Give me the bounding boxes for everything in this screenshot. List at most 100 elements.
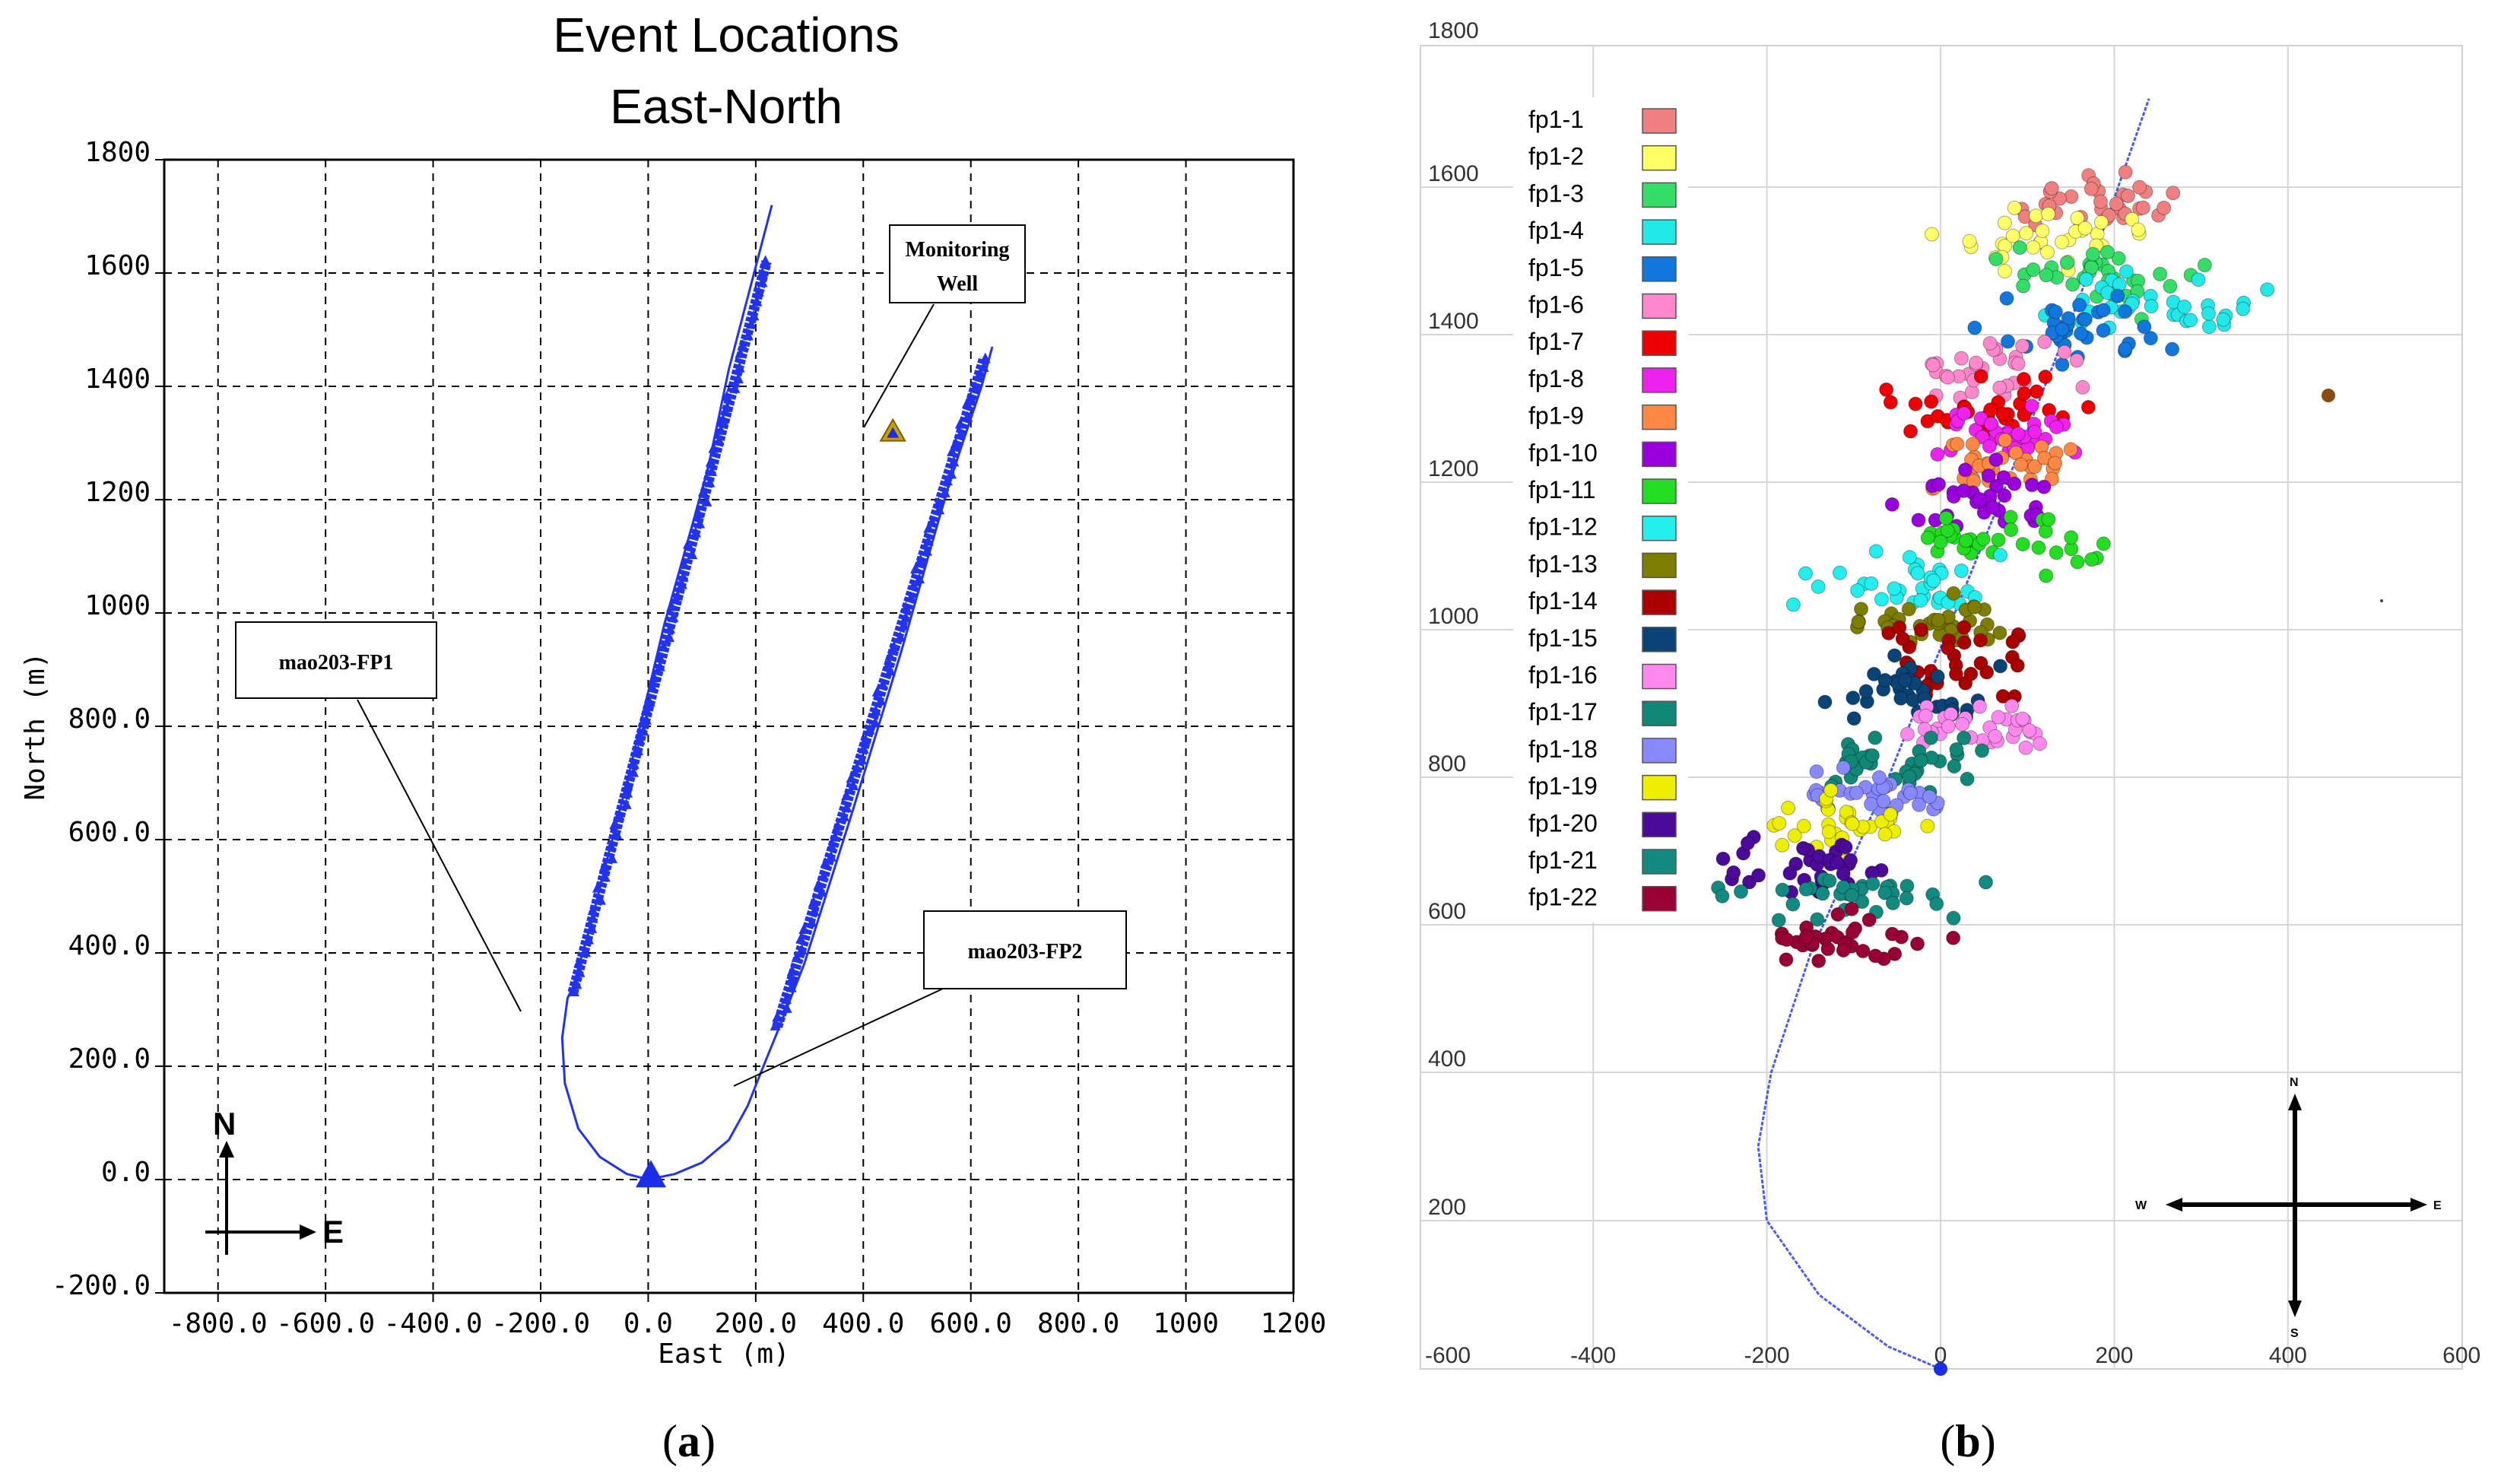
event-b-fp1-11-8 [1920, 530, 1935, 545]
event-b-fp1-5-29 [2118, 341, 2133, 357]
event-b-fp1-2-3 [2007, 200, 2022, 215]
event-b-fp1-19-32 [1883, 807, 1898, 822]
event-b-fp1-16-18 [2004, 698, 2020, 713]
event-b-fp1-5-16 [2048, 304, 2063, 319]
legend-b-swatch-fp1-2 [1642, 144, 1677, 171]
event-b-fp1-8-22 [1957, 406, 1972, 421]
event-a-mao203-FP1-6 [586, 922, 598, 933]
event-a-mao203-FP1-63 [743, 329, 754, 341]
event-b-fp1-15-23 [1846, 691, 1861, 706]
event-a-mao203-FP2-45 [906, 591, 917, 602]
event-a-mao203-FP2-70 [979, 352, 991, 364]
event-b-fp1-6-29 [1940, 370, 1955, 385]
event-b-fp1-16-32 [2033, 736, 2048, 751]
legend-b-label-fp1-11: fp1-11 [1528, 476, 1595, 503]
event-a-mao203-FP1-19 [622, 786, 633, 798]
x-tick-label-a-9: 1000 [1153, 1308, 1219, 1339]
legend-b-swatch-fp1-14 [1642, 589, 1677, 615]
event-b-fp1-11-3 [2015, 537, 2030, 552]
event-b-fp1-3-12 [2163, 278, 2178, 294]
event-b-fp1-10-28 [1931, 477, 1947, 492]
event-b-fp1-7-33 [2080, 399, 2096, 414]
event-b-fp1-21-25 [1899, 891, 1914, 906]
event-a-mao203-FP1-37 [666, 600, 678, 611]
event-a-mao203-FP1-68 [757, 276, 768, 287]
event-b-fp1-5-20 [2055, 357, 2070, 372]
event-b-fp1-7-17 [2016, 371, 2031, 386]
event-a-mao203-FP2-8 [796, 943, 808, 954]
event-a-mao203-FP1-39 [676, 578, 687, 589]
event-b-fp1-1-33 [2132, 179, 2147, 195]
event-b-fp1-12-11 [1798, 566, 1813, 581]
compass-b-east-head [2411, 1198, 2427, 1211]
event-b-fp1-2-4 [2028, 208, 2043, 224]
event-a-mao203-FP1-14 [605, 840, 617, 851]
event-b-fp1-10-33 [1884, 497, 1900, 512]
monitoring-label-line-1: Monitoring [906, 238, 1010, 262]
event-b-fp1-16-28 [1955, 716, 1970, 732]
event-b-fp1-9-14 [2063, 442, 2078, 457]
event-b-fp1-5-3 [2118, 304, 2133, 319]
event-b-fp1-5-24 [2061, 311, 2076, 326]
event-b-fp1-14-18 [1941, 640, 1956, 656]
event-b-fp1-6-32 [1925, 357, 1941, 373]
event-a-mao203-FP1-52 [708, 442, 719, 453]
event-b-fp1-12-20 [1785, 597, 1801, 612]
fp2-label: mao203-FP2 [968, 940, 1083, 964]
event-b-fp1-2-16 [2041, 206, 2056, 221]
event-b-fp1-4-24 [2236, 301, 2251, 316]
event-b-fp1-21-21 [1929, 896, 1944, 911]
x-tick-label-a-1: -600.0 [276, 1308, 375, 1339]
event-a-mao203-FP1-30 [649, 672, 660, 683]
event-a-mao203-FP1-66 [751, 295, 763, 306]
legend-b-swatch-fp1-10 [1642, 441, 1677, 468]
compass-b-north-head [2288, 1094, 2302, 1110]
event-a-mao203-FP2-10 [798, 923, 810, 935]
chart-a-grid [164, 160, 1293, 1293]
event-a-mao203-FP1-54 [715, 424, 726, 435]
event-a-mao203-FP2-56 [939, 486, 951, 497]
legend-b-label-fp1-13: fp1-13 [1528, 550, 1598, 577]
event-b-fp1-22-24 [1779, 932, 1795, 947]
legend-b-swatch-fp1-11 [1642, 478, 1677, 504]
event-b-fp1-3-28 [1988, 252, 2004, 267]
event-b-fp1-17-24 [1947, 759, 1962, 774]
y-tick-label-a-8: 1400 [84, 364, 151, 395]
event-b-fp1-13-26 [1967, 599, 1982, 614]
event-a-mao203-FP2-31 [864, 723, 875, 735]
event-b-fp1-16-15 [1944, 707, 1959, 722]
x-tick-label-a-4: 0.0 [624, 1308, 673, 1339]
event-b-fp1-21-31 [1715, 888, 1730, 903]
event-b-fp1-18-24 [1809, 764, 1824, 780]
panel-b-close-paren: ) [1981, 1416, 1996, 1466]
event-b-outlier-1 [2322, 389, 2335, 402]
chart-a-y-ticks: -200.0 0.0 200.0 400.0 600.0 800.0 1000 1200 140… [52, 137, 164, 1301]
event-b-fp1-7-27 [1883, 395, 1898, 410]
event-b-fp1-7-32 [1983, 402, 1998, 418]
event-b-fp1-10-22 [1997, 488, 2012, 503]
event-b-fp1-21-17 [1785, 897, 1801, 912]
y-tick-label-b-8: 1800 [1428, 18, 1479, 43]
x-tick-label-b-5: 400 [2269, 1343, 2307, 1368]
event-a-mao203-FP1-58 [729, 382, 741, 393]
legend-b-label-fp1-10: fp1-10 [1528, 439, 1598, 466]
event-b-fp1-13-24 [1992, 625, 2007, 640]
event-b-fp1-14-32 [1948, 666, 1963, 681]
event-a-mao203-FP2-53 [926, 516, 938, 527]
event-a-mao203-FP1-22 [628, 758, 640, 770]
x-tick-label-b-0: -600 [1425, 1343, 1471, 1368]
event-b-fp1-18-25 [1912, 797, 1927, 812]
event-a-mao203-FP2-61 [950, 437, 961, 448]
x-tick-label-b-1: -400 [1570, 1343, 1616, 1368]
event-a-mao203-FP2-5 [786, 972, 798, 983]
event-a-mao203-FP2-43 [900, 611, 912, 623]
event-b-fp1-2-31 [2035, 223, 2050, 238]
legend-b-swatch-fp1-9 [1642, 404, 1677, 430]
event-a-mao203-FP2-41 [894, 630, 906, 642]
event-a-mao203-FP2-35 [871, 685, 883, 697]
event-b-fp1-9-33 [2048, 456, 2063, 471]
event-b-fp1-4-5 [2119, 264, 2134, 279]
event-b-fp1-18-30 [1871, 770, 1887, 785]
event-b-fp1-21-22 [1836, 880, 1851, 895]
event-a-mao203-FP2-3 [780, 993, 792, 1005]
